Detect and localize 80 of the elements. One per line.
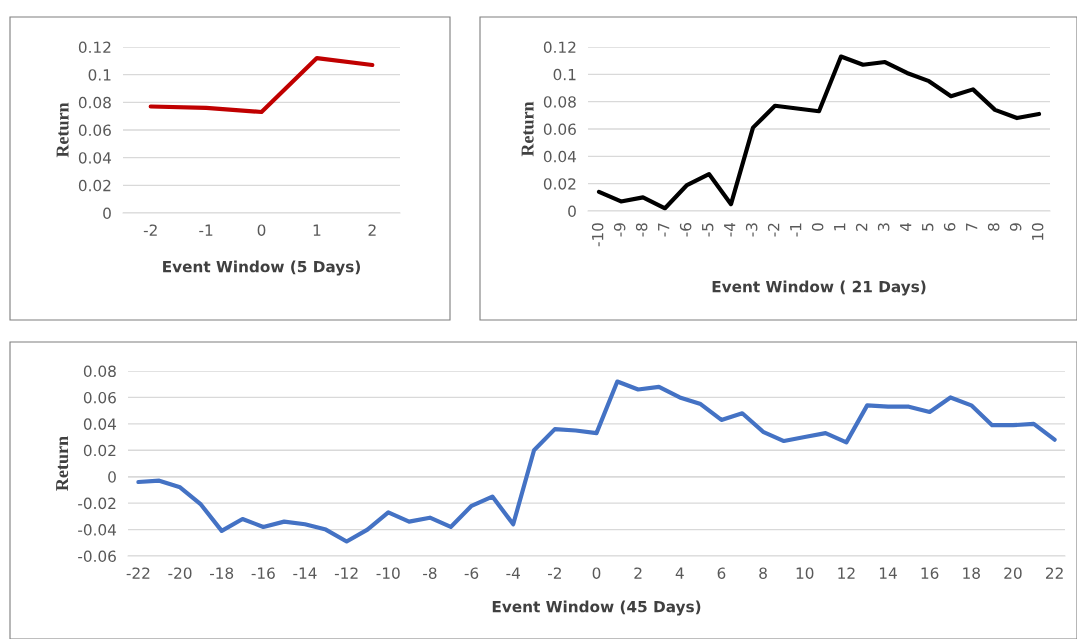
x-tick-label: -10	[376, 567, 400, 579]
x-tick-label: -1	[790, 223, 802, 237]
y-tick-label: 0.12	[78, 41, 111, 54]
x-tick-label: 18	[963, 567, 980, 579]
x-tick-label: 0	[592, 567, 601, 579]
x-axis-title: Event Window ( 21 Days)	[712, 280, 926, 296]
y-tick-label: 0.04	[543, 150, 577, 163]
x-tick-label: -16	[251, 567, 275, 579]
y-tick-label: -0.06	[78, 550, 116, 563]
line-series	[596, 54, 1042, 211]
x-tick-label: 2	[634, 567, 642, 579]
x-tick-label: 4	[675, 567, 684, 579]
x-tick-label: -8	[635, 223, 648, 237]
x-tick-label: 8	[759, 567, 767, 579]
y-tick-label: -0.02	[78, 497, 116, 510]
x-tick-label: -20	[168, 567, 192, 579]
x-tick-label: 22	[1045, 567, 1063, 579]
x-tick-label: -22	[126, 567, 150, 579]
x-tick-label: -3	[745, 223, 758, 237]
y-axis-title: Return	[56, 436, 69, 491]
y-tick-label: 0.02	[78, 179, 111, 192]
y-tick-label: 0.08	[78, 96, 111, 109]
x-tick-label: 12	[838, 567, 855, 579]
x-tick-label: 0	[257, 224, 266, 236]
y-tick-label: 0.04	[83, 418, 117, 430]
x-tick-label: -7	[658, 223, 670, 237]
x-tick-label: -2	[547, 567, 561, 579]
x-tick-label: 16	[921, 567, 939, 579]
x-tick-label: 4	[900, 222, 912, 232]
x-tick-label: 2	[368, 224, 376, 236]
x-tick-label: 3	[877, 223, 890, 231]
x-tick-label: 1	[313, 224, 321, 236]
y-tick-label: 0	[108, 471, 116, 483]
line-series	[136, 379, 1057, 544]
y-tick-label: 0.06	[83, 391, 116, 404]
x-tick-label: -5	[702, 223, 714, 237]
x-tick-label: 10	[796, 567, 814, 579]
y-axis-title: Return	[56, 102, 69, 158]
x-tick-label: -4	[506, 567, 520, 579]
x-tick-label: -12	[334, 567, 358, 579]
x-tick-label: -6	[679, 223, 692, 237]
y-tick-label: 0	[568, 205, 576, 218]
x-tick-label: 1	[834, 223, 846, 231]
x-tick-label: 2	[855, 223, 868, 231]
x-tick-label: 6	[943, 223, 956, 231]
y-tick-label: 0.1	[88, 69, 111, 81]
x-tick-label: -6	[464, 567, 479, 579]
x-tick-label: 7	[966, 223, 978, 231]
x-tick-label: 9	[1009, 223, 1022, 231]
x-tick-label: 20	[1004, 567, 1022, 579]
y-tick-label: 0.02	[83, 444, 116, 457]
x-tick-label: -8	[423, 567, 437, 579]
y-axis-title: Return	[521, 101, 534, 157]
y-tick-label: 0.08	[543, 96, 576, 108]
x-axis-title: Event Window (5 Days)	[163, 260, 360, 276]
x-tick-label: 5	[922, 223, 934, 231]
x-tick-label: 6	[717, 567, 726, 579]
y-tick-label: 0.02	[543, 178, 576, 190]
y-tick-label: 0.04	[78, 152, 112, 164]
x-tick-label: -18	[209, 567, 234, 579]
x-tick-label: -14	[293, 567, 317, 579]
x-tick-label: 0	[811, 223, 824, 231]
x-tick-label: -10	[591, 223, 604, 247]
x-tick-label: -4	[724, 222, 736, 237]
x-tick-label: 10	[1031, 223, 1044, 240]
x-tick-label: 14	[879, 567, 897, 579]
y-tick-label: -0.04	[78, 524, 117, 536]
y-tick-label: 0.12	[543, 41, 576, 54]
x-tick-label: -2	[767, 223, 780, 237]
x-tick-label: -9	[613, 223, 626, 237]
y-tick-label: 0.08	[83, 365, 116, 378]
x-tick-label: -2	[143, 224, 157, 236]
y-tick-label: 0.1	[553, 68, 576, 81]
line-series	[148, 55, 375, 115]
x-tick-label: -1	[199, 224, 213, 236]
y-tick-label: 0.06	[78, 124, 111, 137]
y-tick-label: 0.06	[543, 123, 576, 136]
x-axis-title: Event Window (45 Days)	[492, 600, 701, 616]
y-tick-label: 0	[103, 207, 111, 220]
x-tick-label: 8	[987, 223, 1000, 231]
